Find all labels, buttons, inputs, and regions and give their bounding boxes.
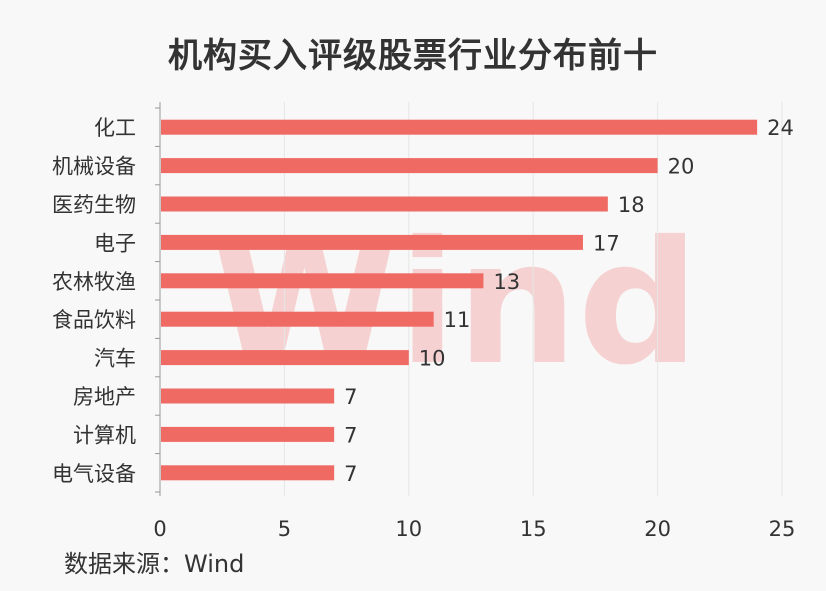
- bar: [161, 273, 484, 289]
- bar: [161, 311, 434, 327]
- category-label: 食品饮料: [52, 308, 136, 332]
- category-label: 农林牧渔: [52, 270, 136, 294]
- x-tick-label: 25: [769, 517, 796, 541]
- category-label: 机械设备: [52, 155, 136, 179]
- category-label: 房地产: [73, 385, 136, 409]
- category-label: 化工: [94, 116, 136, 140]
- bar: [161, 388, 335, 404]
- labels: 化工 24 机械设备 20 医药生物 18 电子 17 农林牧渔 13 食品饮料 11 汽车 10 房地产 7…: [52, 116, 794, 486]
- bar: [161, 465, 335, 481]
- bars: [161, 119, 758, 481]
- data-label: 13: [493, 270, 520, 294]
- x-tick-label: 5: [278, 517, 291, 541]
- category-label: 计算机: [73, 423, 136, 447]
- category-label: 电子: [94, 231, 136, 255]
- x-tick-label: 0: [153, 517, 166, 541]
- bar: [161, 158, 658, 174]
- category-label: 电气设备: [52, 462, 136, 486]
- bar: [161, 119, 758, 135]
- axis: 0 5 10 15 20 25: [153, 102, 795, 541]
- data-label: 7: [344, 462, 357, 486]
- x-tick-label: 10: [395, 517, 422, 541]
- x-tick-label: 15: [520, 517, 547, 541]
- bar: [161, 426, 335, 442]
- data-label: 18: [618, 193, 645, 217]
- x-tick-label: 20: [644, 517, 671, 541]
- data-label: 20: [668, 155, 695, 179]
- chart-title: 机构买入评级股票行业分布前十: [168, 36, 658, 76]
- data-label: 11: [444, 308, 471, 332]
- data-label: 24: [767, 116, 794, 140]
- source-note: 数据来源：Wind: [64, 550, 245, 578]
- category-label: 医药生物: [52, 193, 136, 217]
- data-label: 7: [344, 423, 357, 447]
- data-label: 10: [419, 347, 446, 371]
- category-label: 汽车: [94, 347, 136, 371]
- bar: [161, 234, 583, 250]
- bar: [161, 350, 409, 366]
- data-label: 7: [344, 385, 357, 409]
- bar: [161, 196, 608, 212]
- data-label: 17: [593, 231, 620, 255]
